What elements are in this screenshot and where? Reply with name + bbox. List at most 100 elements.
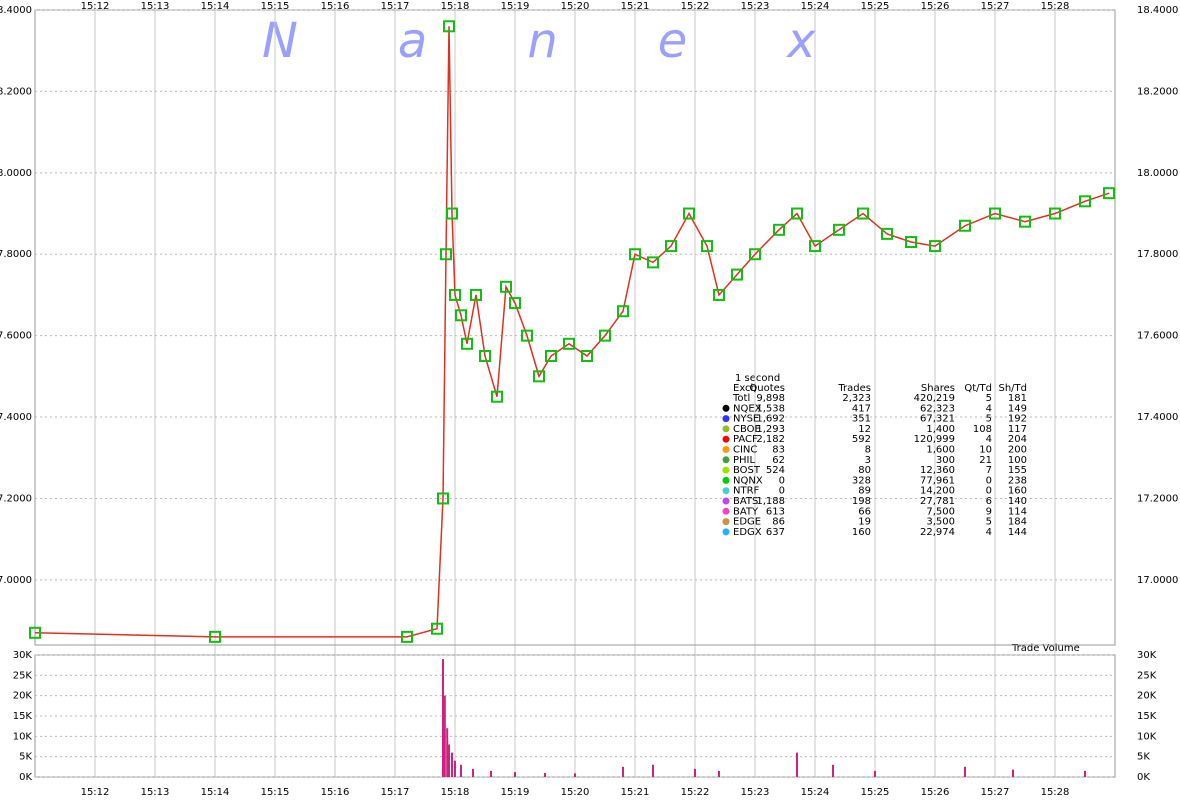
- legend-marker: [722, 425, 730, 433]
- table-cell: 89: [858, 486, 871, 497]
- y-tick-label: 17.6000: [1137, 331, 1178, 342]
- y-tick-label: 17.0000: [0, 575, 32, 586]
- legend-marker: [722, 456, 730, 464]
- x-tick-label: 15:12: [81, 787, 110, 798]
- x-tick-label: 15:14: [201, 1, 230, 12]
- table-cell: EDGX: [733, 527, 762, 538]
- legend-marker: [722, 507, 730, 515]
- table-cell: 1,538: [756, 403, 785, 414]
- x-tick-label: 15:27: [981, 1, 1010, 12]
- volume-bar: [442, 659, 444, 777]
- table-cell: 22,974: [920, 527, 955, 538]
- trade-marker: [209, 630, 221, 643]
- y-tick-label: 17.2000: [1137, 493, 1178, 504]
- table-cell: Totl: [732, 393, 750, 404]
- table-cell: BATY: [733, 506, 759, 517]
- volume-bar: [443, 695, 446, 777]
- trade-marker: [683, 207, 695, 220]
- y-tick-label: 18.4000: [0, 5, 32, 16]
- table-header: Quotes: [749, 383, 785, 394]
- table-cell: EDGE: [733, 517, 761, 528]
- table-cell: 80: [858, 465, 871, 476]
- table-cell: 181: [1008, 393, 1027, 404]
- table-cell: PACF: [733, 434, 758, 445]
- table-cell: 592: [852, 434, 871, 445]
- trade-marker: [446, 207, 458, 220]
- trade-marker: [440, 248, 452, 261]
- x-tick-label: 15:12: [81, 1, 110, 12]
- table-cell: CBOE: [733, 424, 761, 435]
- table-cell: 144: [1008, 527, 1027, 538]
- table-cell: 2,182: [756, 434, 785, 445]
- x-tick-label: 15:16: [321, 1, 350, 12]
- trade-marker: [563, 337, 575, 350]
- trade-marker: [521, 329, 533, 342]
- table-cell: 1,600: [926, 445, 955, 456]
- x-tick-label: 15:21: [621, 1, 650, 12]
- trade-marker: [545, 349, 557, 362]
- table-cell: 4: [986, 434, 992, 445]
- volume-bar: [472, 768, 474, 777]
- trade-marker: [491, 390, 503, 403]
- table-cell: 192: [1008, 414, 1027, 425]
- y-tick-label: 25K: [1137, 670, 1157, 681]
- trade-marker: [929, 240, 941, 253]
- table-cell: BATS: [733, 496, 758, 507]
- trade-marker: [431, 622, 443, 635]
- legend-marker: [722, 466, 730, 474]
- y-tick-label: 17.6000: [0, 331, 32, 342]
- legend-marker: [722, 528, 730, 536]
- table-cell: 198: [852, 496, 871, 507]
- table-cell: 1,692: [756, 414, 785, 425]
- table-cell: 66: [858, 506, 871, 517]
- volume-bar: [460, 764, 462, 777]
- y-tick-label: 20K: [13, 691, 33, 702]
- table-header: Trades: [837, 383, 871, 394]
- volume-bar: [964, 766, 966, 777]
- table-header: Sh/Td: [998, 383, 1027, 394]
- table-cell: 67,321: [920, 414, 955, 425]
- table-cell: 149: [1008, 403, 1027, 414]
- y-tick-label: 10K: [1137, 731, 1157, 742]
- legend-marker: [722, 518, 730, 526]
- y-tick-label: 25K: [13, 670, 33, 681]
- table-cell: 420,219: [914, 393, 955, 404]
- volume-bar: [451, 752, 453, 777]
- volume-bar: [454, 760, 456, 777]
- table-cell: BOST: [733, 465, 761, 476]
- table-cell: 160: [852, 527, 871, 538]
- y-tick-label: 10K: [13, 731, 33, 742]
- trade-marker: [443, 20, 455, 33]
- trade-marker: [1103, 187, 1115, 200]
- table-cell: 7: [986, 465, 992, 476]
- volume-bar: [446, 728, 449, 777]
- volume-bar: [718, 770, 720, 777]
- y-tick-label: 18.0000: [1137, 168, 1178, 179]
- trade-marker: [479, 349, 491, 362]
- x-tick-label: 15:23: [741, 787, 770, 798]
- table-cell: 160: [1008, 486, 1027, 497]
- y-tick-label: 30K: [13, 650, 33, 661]
- trade-marker: [1049, 207, 1061, 220]
- x-tick-label: 15:24: [801, 787, 830, 798]
- table-cell: 0: [779, 486, 785, 497]
- trade-marker: [713, 288, 725, 301]
- trade-marker: [833, 223, 845, 236]
- y-tick-label: 20K: [1137, 691, 1157, 702]
- trade-marker: [437, 492, 449, 505]
- table-cell: 21: [979, 455, 992, 466]
- y-tick-label: 17.4000: [1137, 412, 1178, 423]
- table-cell: 0: [779, 475, 785, 486]
- table-cell: 1,293: [756, 424, 785, 435]
- x-tick-label: 15:18: [441, 1, 470, 12]
- table-cell: 8: [865, 445, 871, 456]
- trade-marker: [731, 268, 743, 281]
- table-cell: 0: [986, 475, 992, 486]
- volume-bar: [490, 770, 492, 777]
- table-cell: 77,961: [920, 475, 955, 486]
- y-tick-label: 18.0000: [0, 168, 32, 179]
- table-cell: 155: [1008, 465, 1027, 476]
- x-tick-label: 15:15: [261, 787, 290, 798]
- x-tick-label: 15:16: [321, 787, 350, 798]
